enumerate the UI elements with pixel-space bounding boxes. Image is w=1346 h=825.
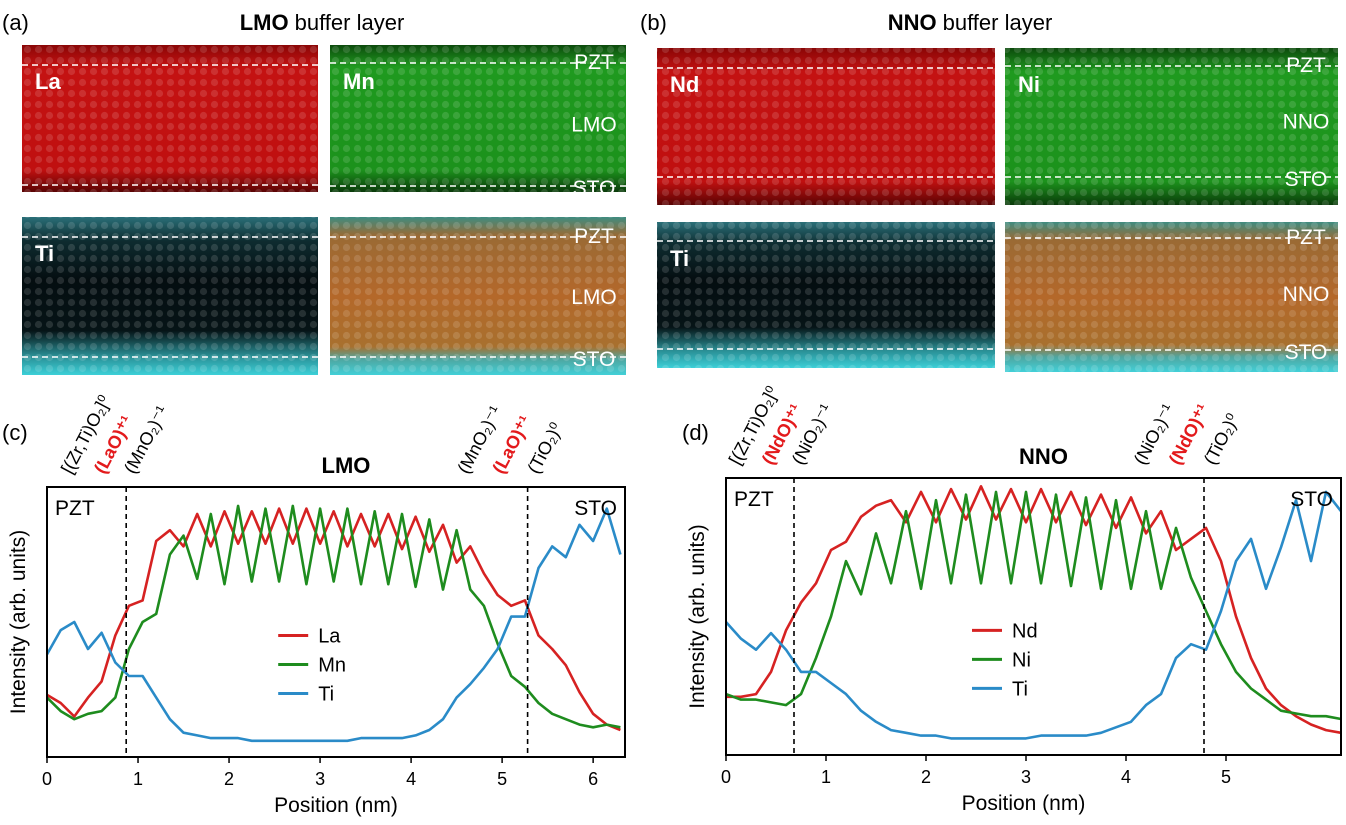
lattice-texture: [330, 45, 626, 192]
series-line: [46, 507, 621, 732]
layer-label: PZT: [574, 51, 614, 74]
legend-label: Nd: [1012, 620, 1038, 642]
panel-label: (d): [682, 420, 709, 445]
lattice-texture: [22, 45, 318, 192]
chart-title: NNO: [1019, 444, 1068, 469]
x-axis-label: Position (nm): [962, 792, 1086, 815]
layer-label: PZT: [1286, 226, 1326, 249]
panel-title-rest: buffer layer: [295, 10, 405, 35]
panel-title-bold: NNO: [888, 10, 937, 35]
region-label: PZT: [734, 488, 774, 511]
x-tick-label: 3: [315, 769, 325, 789]
plot-frame: [725, 477, 1342, 756]
layer-label: PZT: [574, 225, 614, 248]
x-tick-label: 4: [406, 769, 416, 789]
series-line: [45, 507, 622, 743]
panel-label: (b): [640, 10, 667, 35]
plot-frame: [46, 486, 626, 758]
lattice-texture: [22, 217, 318, 375]
layer-label: STO: [1285, 168, 1328, 191]
x-tick-label: 6: [588, 769, 598, 789]
x-tick-label: 2: [921, 767, 931, 787]
lattice-texture: [657, 222, 995, 368]
layer-label: STO: [1285, 341, 1328, 364]
region-label: STO: [574, 497, 617, 520]
y-axis-label: Intensity (arb. units): [7, 530, 30, 714]
x-tick-label: 1: [133, 769, 143, 789]
element-label: Ti: [35, 241, 54, 266]
x-tick-label: 5: [1221, 767, 1231, 787]
element-label: Ni: [1018, 72, 1040, 97]
panel-title-rest: buffer layer: [943, 10, 1053, 35]
series-line: [46, 504, 621, 729]
series-line: [725, 490, 1342, 721]
x-axis-label: Position (nm): [274, 794, 398, 817]
panel-title: NNO buffer layer: [888, 10, 1053, 35]
x-tick-label: 1: [821, 767, 831, 787]
chart-title: LMO: [322, 453, 371, 478]
x-tick-label: 5: [497, 769, 507, 789]
layer-label: LMO: [571, 286, 617, 309]
panel-label: (c): [2, 420, 28, 445]
legend-label: Ti: [1012, 678, 1028, 700]
series-line: [726, 485, 1342, 735]
lattice-texture: [657, 48, 995, 205]
legend-label: La: [318, 626, 341, 648]
x-tick-label: 3: [1021, 767, 1031, 787]
lattice-texture: [1005, 48, 1338, 205]
x-tick-label: 0: [42, 769, 52, 789]
element-label: La: [35, 69, 61, 94]
interface-label: (MnO₂)⁻¹: [120, 403, 172, 477]
x-tick-label: 0: [721, 767, 731, 787]
layer-label: NNO: [1283, 111, 1330, 134]
panel-title: LMO buffer layer: [240, 10, 405, 35]
layer-label: NNO: [1283, 283, 1330, 306]
layer-label: STO: [573, 177, 616, 200]
layer-label: PZT: [1286, 54, 1326, 77]
layer-label: STO: [573, 348, 616, 371]
x-tick-label: 4: [1121, 767, 1131, 787]
y-axis-label: Intensity (arb. units): [686, 524, 709, 708]
panel-label: (a): [2, 10, 29, 35]
layer-label: LMO: [571, 114, 617, 137]
lattice-texture: [330, 217, 626, 375]
region-label: PZT: [55, 497, 95, 520]
legend-label: Ti: [318, 684, 334, 706]
lattice-texture: [1005, 222, 1338, 372]
element-label: Nd: [670, 72, 699, 97]
element-label: Mn: [343, 69, 375, 94]
element-label: Ti: [670, 246, 689, 271]
legend-label: Mn: [318, 655, 346, 677]
region-label: STO: [1290, 488, 1333, 511]
panel-title-bold: LMO: [240, 10, 289, 35]
legend-label: Ni: [1012, 649, 1031, 671]
x-tick-label: 2: [224, 769, 234, 789]
series-line: [725, 490, 1343, 740]
